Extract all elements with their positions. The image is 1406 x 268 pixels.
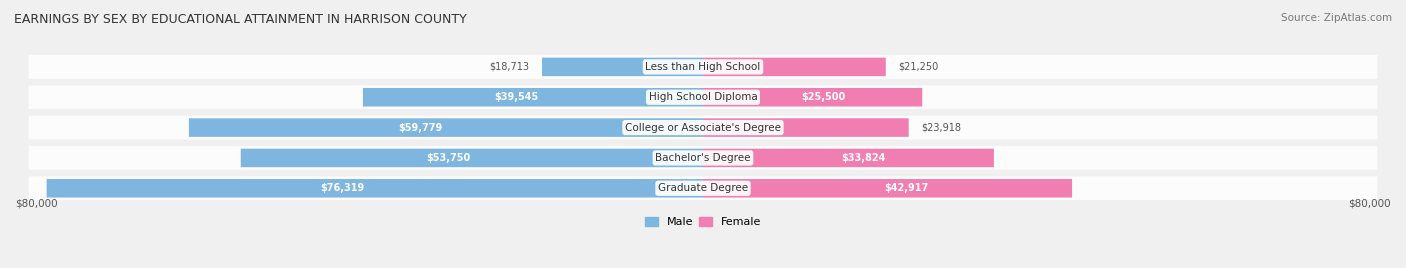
FancyBboxPatch shape — [28, 176, 1378, 200]
Text: Less than High School: Less than High School — [645, 62, 761, 72]
Text: $33,824: $33,824 — [841, 153, 886, 163]
FancyBboxPatch shape — [188, 118, 703, 137]
FancyBboxPatch shape — [28, 116, 1378, 139]
FancyBboxPatch shape — [363, 88, 703, 106]
Text: College or Associate's Degree: College or Associate's Degree — [626, 122, 780, 133]
FancyBboxPatch shape — [703, 118, 908, 137]
FancyBboxPatch shape — [703, 58, 886, 76]
Text: $18,713: $18,713 — [489, 62, 529, 72]
Text: $23,918: $23,918 — [921, 122, 962, 133]
Text: $53,750: $53,750 — [426, 153, 471, 163]
FancyBboxPatch shape — [703, 179, 1073, 198]
Text: $76,319: $76,319 — [321, 183, 364, 193]
FancyBboxPatch shape — [28, 85, 1378, 109]
Text: $59,779: $59,779 — [398, 122, 443, 133]
Text: $39,545: $39,545 — [494, 92, 538, 102]
Text: Graduate Degree: Graduate Degree — [658, 183, 748, 193]
FancyBboxPatch shape — [543, 58, 703, 76]
Text: $80,000: $80,000 — [1348, 198, 1391, 208]
FancyBboxPatch shape — [46, 179, 703, 198]
Text: $42,917: $42,917 — [884, 183, 928, 193]
FancyBboxPatch shape — [240, 149, 703, 167]
FancyBboxPatch shape — [28, 146, 1378, 170]
Text: $25,500: $25,500 — [801, 92, 846, 102]
Text: $80,000: $80,000 — [15, 198, 58, 208]
Text: Source: ZipAtlas.com: Source: ZipAtlas.com — [1281, 13, 1392, 23]
FancyBboxPatch shape — [28, 55, 1378, 79]
FancyBboxPatch shape — [703, 88, 922, 106]
FancyBboxPatch shape — [703, 149, 994, 167]
Text: $21,250: $21,250 — [898, 62, 939, 72]
Legend: Male, Female: Male, Female — [640, 212, 766, 231]
Text: Bachelor's Degree: Bachelor's Degree — [655, 153, 751, 163]
Text: High School Diploma: High School Diploma — [648, 92, 758, 102]
Text: EARNINGS BY SEX BY EDUCATIONAL ATTAINMENT IN HARRISON COUNTY: EARNINGS BY SEX BY EDUCATIONAL ATTAINMEN… — [14, 13, 467, 27]
